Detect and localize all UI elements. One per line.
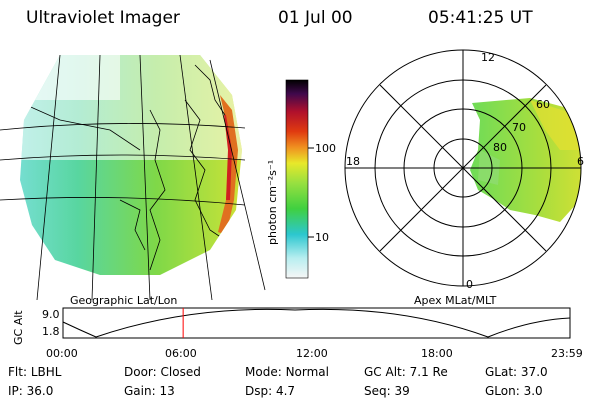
colorbar-tick-100: 100: [315, 142, 336, 155]
footer-gc-alt: GC Alt: 7.1 Re: [364, 365, 448, 379]
mlat-label-80: 80: [493, 141, 507, 154]
footer-gain: Gain: 13: [124, 384, 175, 398]
time-tick-0600: 06:00: [165, 347, 197, 360]
footer-door: Door: Closed: [124, 365, 201, 379]
instrument-title: Ultraviolet Imager: [26, 8, 180, 28]
footer-ip: IP: 36.0: [8, 384, 54, 398]
time-label: 05:41:25 UT: [428, 8, 533, 28]
mlt-label-6: 6: [577, 155, 584, 168]
right-caption: Apex MLat/MLT: [414, 294, 497, 307]
time-tick-2359: 23:59: [551, 347, 583, 360]
footer-glat: GLat: 37.0: [485, 365, 548, 379]
mlt-label-0: 0: [466, 278, 473, 291]
time-tick-0000: 00:00: [46, 347, 78, 360]
footer-flt: Flt: LBHL: [8, 365, 62, 379]
colorbar-unit-label: photon cm⁻²s⁻¹: [266, 160, 279, 245]
timeline-ylabel: GC Alt: [12, 310, 25, 345]
mlt-label-12: 12: [481, 51, 495, 64]
colorbar-tick-10: 10: [315, 231, 329, 244]
geographic-image: [0, 54, 266, 301]
left-caption: Geographic Lat/Lon: [70, 294, 177, 307]
time-tick-1800: 18:00: [421, 347, 453, 360]
footer-seq: Seq: 39: [364, 384, 410, 398]
colorbar: 100 10 photon cm⁻²s⁻¹: [266, 79, 336, 279]
time-tick-1200: 12:00: [296, 347, 328, 360]
footer-mode: Mode: Normal: [245, 365, 329, 379]
footer-dsp: Dsp: 4.7: [245, 384, 296, 398]
mlat-label-70: 70: [512, 121, 526, 134]
alt-tick-9: 9.0: [42, 308, 60, 321]
footer-glon: GLon: 3.0: [485, 384, 543, 398]
alt-tick-1-8: 1.8: [42, 325, 60, 338]
apex-polar-plot: 12 18 6 0 60 70 80: [344, 49, 584, 291]
altitude-timeline: 9.0 1.8 GC Alt 00:00 06:00 12:00 18:00 2…: [12, 307, 583, 360]
date-label: 01 Jul 00: [278, 8, 353, 28]
mlat-label-60: 60: [536, 98, 550, 111]
mlt-label-18: 18: [346, 155, 360, 168]
